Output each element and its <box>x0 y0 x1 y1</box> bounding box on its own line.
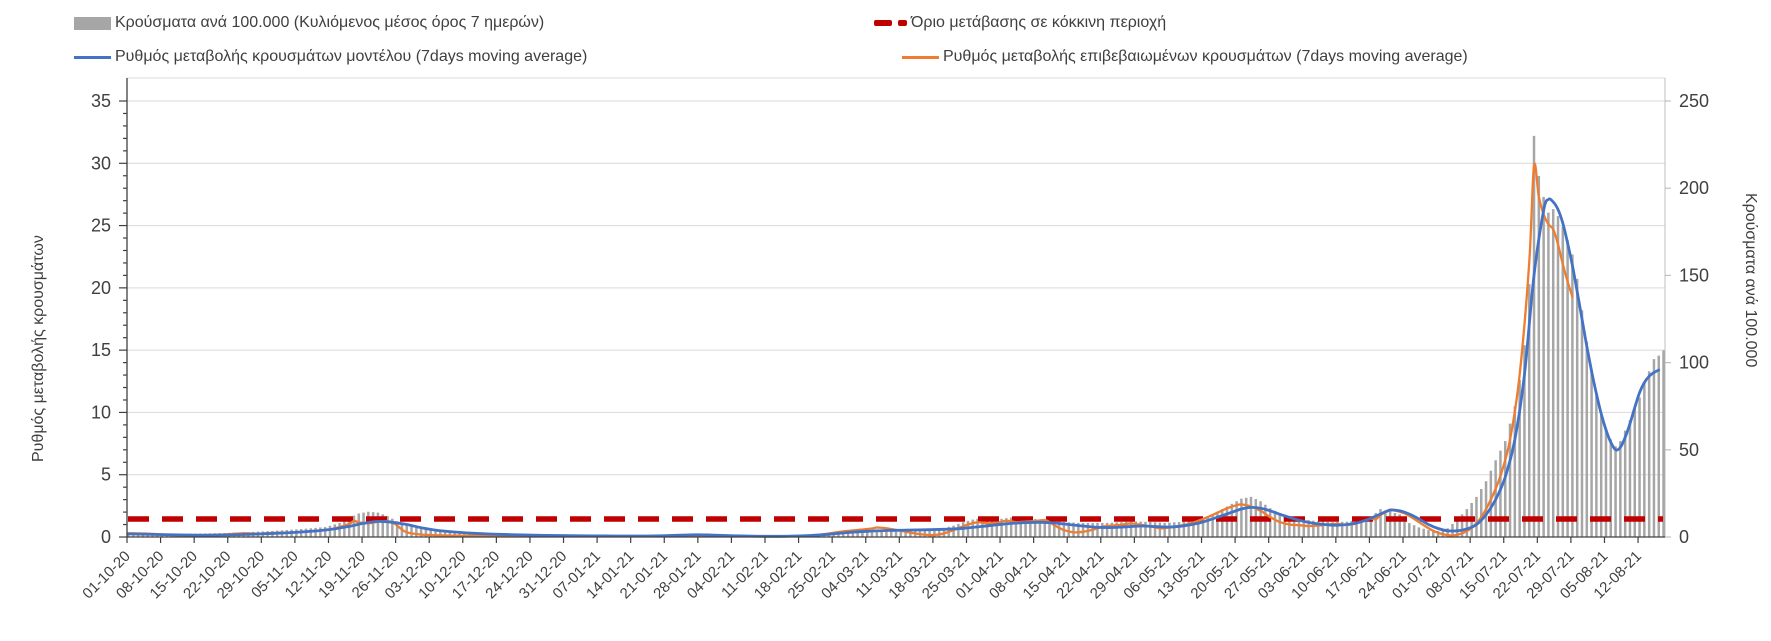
legend-label: Όριο μετάβασης σε κόκκινη περιοχή <box>911 14 1167 31</box>
dashed-line-swatch <box>874 20 907 26</box>
svg-text:35: 35 <box>91 91 111 111</box>
legend-item-confirmed-rate: Ρυθμός μεταβολής επιβεβαιωμένων κρουσμάτ… <box>902 47 1468 67</box>
line-swatch <box>74 55 111 59</box>
svg-text:150: 150 <box>1679 265 1709 285</box>
svg-text:5: 5 <box>101 465 111 485</box>
legend-label: Ρυθμός μεταβολής επιβεβαιωμένων κρουσμάτ… <box>943 48 1468 65</box>
svg-text:50: 50 <box>1679 440 1699 460</box>
legend-item-model-rate: Ρυθμός μεταβολής κρουσμάτων μοντέλου (7d… <box>74 47 587 67</box>
svg-text:200: 200 <box>1679 178 1709 198</box>
svg-text:30: 30 <box>91 153 111 173</box>
legend-label: Κρούσματα ανά 100.000 (Κυλιόμενος μέσος … <box>115 14 545 31</box>
svg-text:25: 25 <box>91 216 111 236</box>
legend-item-cases-per-100k: Κρούσματα ανά 100.000 (Κυλιόμενος μέσος … <box>74 13 544 33</box>
svg-text:250: 250 <box>1679 91 1709 111</box>
legend-label: Ρυθμός μεταβολής κρουσμάτων μοντέλου (7d… <box>115 48 588 65</box>
svg-text:10: 10 <box>91 402 111 422</box>
svg-text:0: 0 <box>1679 527 1689 547</box>
line-swatch <box>902 55 939 59</box>
svg-text:0: 0 <box>101 527 111 547</box>
svg-text:100: 100 <box>1679 353 1709 373</box>
svg-text:15: 15 <box>91 340 111 360</box>
svg-text:20: 20 <box>91 278 111 298</box>
legend-item-red-threshold: Όριο μετάβασης σε κόκκινη περιοχή <box>874 13 1166 33</box>
bar-swatch <box>74 16 111 30</box>
